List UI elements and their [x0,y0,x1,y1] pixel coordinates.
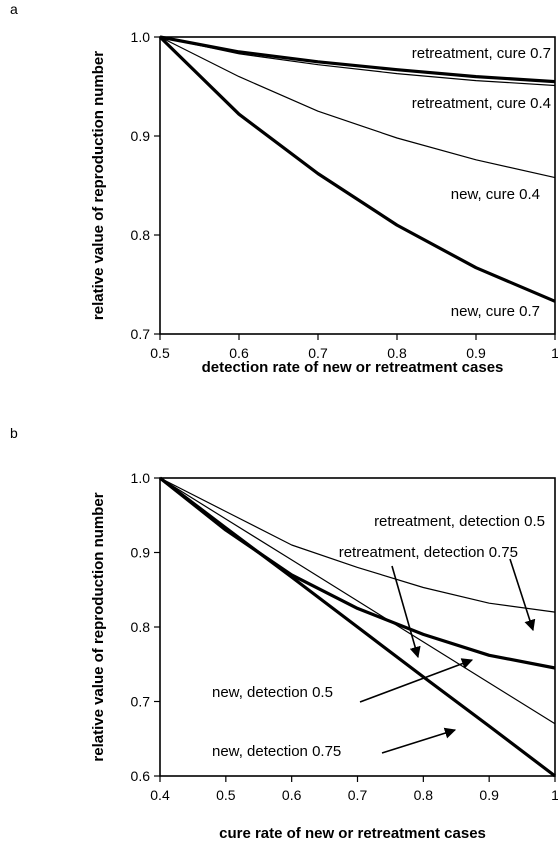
y-tick-label: 0.8 [131,619,151,635]
y-axis-label: relative value of reproduction number [90,51,107,320]
panel-label: a [10,1,18,17]
annotation-arrow [359,658,474,703]
y-tick-label: 0.7 [131,326,151,342]
plot-frame [159,36,556,335]
panel-label: b [10,425,18,441]
y-tick-label: 1.0 [131,470,151,486]
series-annotation: retreatment, detection 0.5 [374,513,545,530]
series-annotation: retreatment, cure 0.4 [412,95,551,112]
x-tick-label: 0.9 [466,345,486,361]
x-tick-label: 0.8 [414,787,434,803]
x-tick-label: 0.8 [387,345,407,361]
y-tick-label: 1.0 [131,29,151,45]
series-annotation: new, detection 0.5 [212,684,333,701]
x-tick-label: 0.7 [308,345,328,361]
series-annotation: new, cure 0.7 [451,303,540,320]
series-line [159,477,556,725]
y-axis-label: relative value of reproduction number [90,492,107,761]
annotation-arrow [391,565,421,659]
x-tick-label: 0.7 [348,787,368,803]
x-tick-label: 0.6 [229,345,249,361]
x-tick-label: 0.4 [150,787,170,803]
series-line [159,477,556,613]
x-tick-label: 1 [551,787,558,803]
x-tick-label: 0.9 [479,787,499,803]
series-annotation: retreatment, cure 0.7 [412,45,551,62]
series-line [159,36,556,87]
series-annotation: retreatment, detection 0.75 [339,544,518,561]
series-line [159,476,556,778]
x-tick-label: 0.5 [216,787,236,803]
annotation-arrow [381,727,457,754]
series-annotation: new, detection 0.75 [212,743,341,760]
series-line [159,476,556,670]
x-axis-label: detection rate of new or retreatment cas… [202,359,504,376]
x-tick-label: 0.5 [150,345,170,361]
y-tick-label: 0.9 [131,545,151,561]
annotation-arrow [509,558,536,632]
y-tick-label: 0.8 [131,227,151,243]
y-tick-label: 0.6 [131,768,151,784]
y-tick-label: 0.7 [131,694,151,710]
series-line [159,35,556,84]
x-tick-label: 0.6 [282,787,302,803]
series-annotation: new, cure 0.4 [451,186,540,203]
series-line [159,36,556,179]
series-line [158,35,556,303]
x-tick-label: 1 [551,345,558,361]
y-tick-label: 0.9 [131,128,151,144]
x-axis-label: cure rate of new or retreatment cases [219,825,486,842]
